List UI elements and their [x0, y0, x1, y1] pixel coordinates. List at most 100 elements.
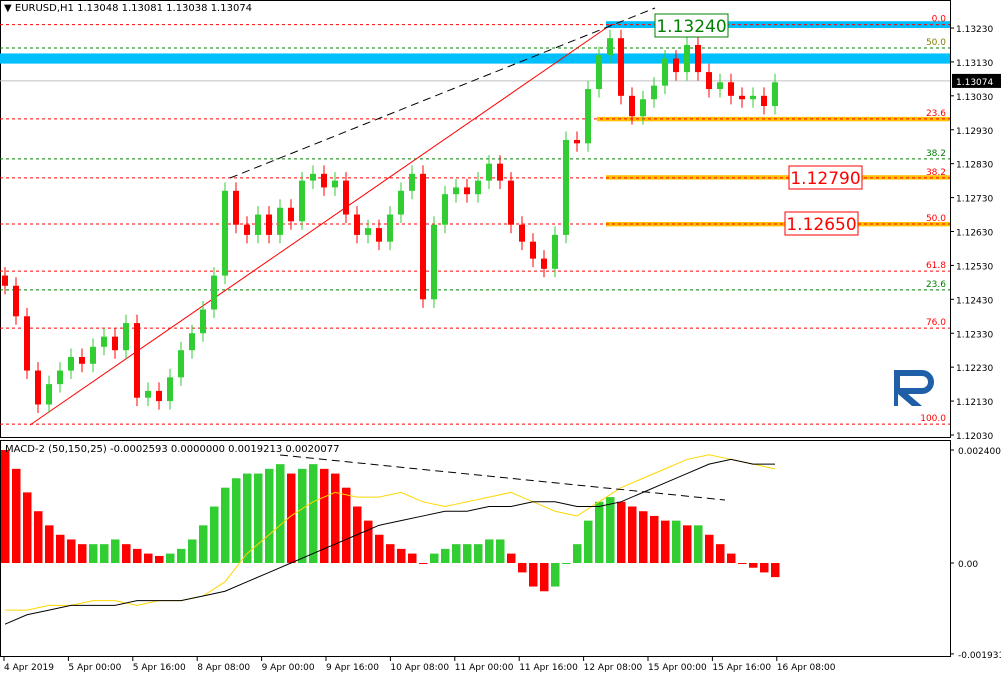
macd-histogram-bar: [529, 563, 538, 587]
symbol-header: ▼ EURUSD,H1 1.13048 1.13081 1.13038 1.13…: [4, 3, 252, 14]
bear-candle: [508, 180, 514, 225]
bull-candle: [211, 275, 217, 310]
macd-histogram-bar: [199, 525, 208, 563]
bear-candle: [354, 214, 360, 235]
fibo-level-label: 23.6: [926, 280, 946, 290]
bear-candle: [739, 95, 745, 100]
current-price-label: 1.13074: [956, 78, 993, 88]
macd-histogram-bar: [265, 468, 274, 563]
bull-candle: [145, 390, 151, 398]
macd-line: [5, 454, 776, 611]
macd-histogram-bar: [155, 555, 164, 563]
macd-histogram-bar: [639, 511, 648, 563]
macd-header: MACD-2 (50,150,25) -0.0002593 0.0000000 …: [5, 444, 340, 455]
y-tick-label: 1.12530: [956, 262, 993, 272]
bull-candle: [717, 82, 723, 90]
bear-candle: [541, 258, 547, 269]
fibo-level-label: 100.0: [920, 414, 946, 424]
bull-candle: [563, 139, 569, 235]
macd-histogram-bar: [56, 534, 65, 563]
macd-histogram-bar: [386, 544, 395, 563]
price-zone: [606, 175, 950, 180]
bear-candle: [519, 224, 525, 242]
macd-histogram-bar: [243, 473, 252, 563]
macd-histogram-bar: [595, 501, 604, 563]
macd-histogram-bar: [23, 492, 32, 563]
bull-candle: [750, 95, 756, 100]
macd-histogram-bar: [45, 525, 54, 563]
y-tick-label: 1.12830: [956, 161, 993, 171]
bull-candle: [90, 346, 96, 364]
bull-candle: [640, 99, 646, 117]
y-tick-label: 1.12130: [956, 398, 993, 408]
ohlc-values: 1.13048 1.13081 1.13038 1.13074: [77, 3, 253, 14]
macd-histogram-bar: [144, 553, 153, 563]
price-zone: [0, 53, 950, 64]
macd-histogram-bar: [133, 548, 142, 563]
macd-histogram-bar: [331, 473, 340, 563]
bull-candle: [552, 234, 558, 269]
bull-candle: [101, 336, 107, 347]
bear-candle: [673, 58, 679, 73]
macd-histogram-bar: [221, 487, 230, 563]
macd-histogram-bar: [100, 544, 109, 563]
macd-histogram-bar: [749, 563, 758, 568]
macd-histogram-bar: [408, 553, 417, 563]
bull-candle: [57, 370, 63, 385]
macd-histogram-bar: [628, 506, 637, 563]
macd-histogram-bar: [298, 468, 307, 563]
bear-candle: [13, 285, 19, 317]
y-tick-label: 1.13130: [956, 59, 993, 69]
bear-candle: [728, 82, 734, 96]
macd-histogram-bar: [551, 563, 560, 587]
bull-candle: [486, 163, 492, 181]
x-tick-label: 11 Apr 16:00: [519, 663, 578, 673]
macd-histogram-bar: [705, 534, 714, 563]
fibo-level-label: 50.0: [926, 214, 946, 224]
x-tick-label: 9 Apr 00:00: [262, 663, 315, 673]
y-tick-label: 1.12730: [956, 195, 993, 205]
macd-histogram-bar: [67, 539, 76, 563]
macd-histogram-bar: [309, 464, 318, 563]
macd-histogram-bar: [342, 487, 351, 563]
fibo-level-label: 76.0: [926, 318, 946, 328]
bear-candle: [24, 316, 30, 371]
macd-y-tick-label: 0.00: [958, 560, 978, 570]
main-pane-border: [0, 0, 951, 438]
bull-candle: [442, 194, 448, 225]
bear-candle: [497, 163, 503, 181]
bull-candle: [332, 180, 338, 188]
price-zone: [606, 21, 950, 28]
bull-candle: [167, 377, 173, 402]
x-tick-label: 5 Apr 16:00: [133, 663, 186, 673]
macd-histogram-bar: [441, 548, 450, 563]
x-tick-label: 15 Apr 00:00: [648, 663, 707, 673]
bull-candle: [453, 187, 459, 195]
y-tick-label: 1.12230: [956, 364, 993, 374]
macd-histogram-bar: [771, 563, 780, 578]
y-tick-label: 1.12030: [956, 432, 993, 442]
bear-candle: [761, 95, 767, 107]
bull-candle: [123, 323, 129, 351]
macd-histogram-bar: [584, 520, 593, 563]
macd-histogram-bar: [760, 563, 769, 573]
x-tick-label: 15 Apr 16:00: [712, 663, 771, 673]
macd-histogram-bar: [34, 511, 43, 563]
macd-histogram-bar: [12, 468, 21, 563]
dropdown-triangle-icon[interactable]: ▼: [4, 3, 12, 14]
x-tick-label: 10 Apr 08:00: [390, 663, 449, 673]
channel-line: [229, 7, 656, 179]
macd-histogram-bar: [111, 539, 120, 563]
x-tick-label: 4 Apr 2019: [4, 663, 54, 673]
target-price-label: 1.13240: [656, 17, 726, 37]
x-tick-label: 8 Apr 08:00: [197, 663, 250, 673]
bull-candle: [409, 173, 415, 191]
bull-candle: [46, 384, 52, 405]
bear-candle: [376, 228, 382, 242]
macd-histogram-bar: [661, 520, 670, 563]
macd-histogram-bar: [1, 450, 10, 563]
macd-histogram-bar: [694, 525, 703, 563]
macd-histogram-bar: [276, 464, 285, 563]
y-tick-label: 1.13230: [956, 25, 993, 35]
